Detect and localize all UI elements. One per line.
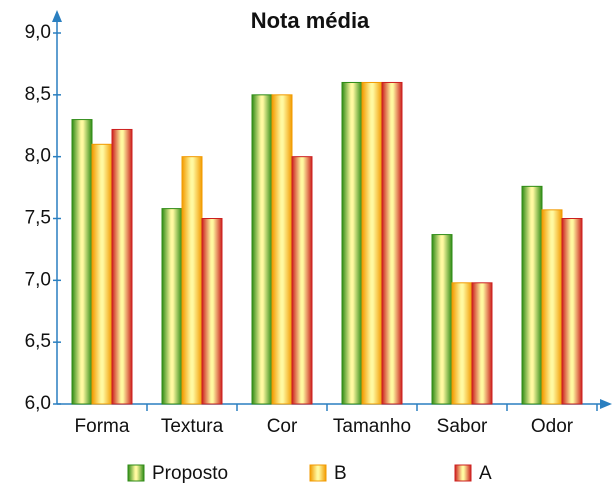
legend-swatch	[309, 464, 327, 482]
bar	[341, 81, 363, 405]
legend-label: A	[479, 463, 492, 484]
x-tick-label: Cor	[267, 416, 298, 437]
bar	[91, 143, 113, 405]
bar	[291, 156, 313, 405]
y-tick-label: 6,0	[25, 393, 51, 414]
y-tick-label: 7,5	[25, 208, 51, 229]
y-tick-label: 8,5	[25, 84, 51, 105]
bar	[471, 282, 493, 405]
x-axis-arrow	[600, 399, 612, 409]
bar	[451, 282, 473, 405]
bar	[541, 209, 563, 405]
bar	[251, 94, 273, 405]
x-tick-label: Odor	[531, 416, 574, 437]
bar	[181, 156, 203, 405]
bar	[361, 81, 383, 405]
bar	[111, 128, 133, 405]
legend-swatch	[454, 464, 472, 482]
bar	[521, 185, 543, 405]
x-tick-label: Sabor	[437, 416, 488, 437]
y-tick-label: 8,0	[25, 146, 51, 167]
bar	[381, 81, 403, 405]
bar	[431, 234, 453, 405]
y-axis-arrow	[52, 10, 62, 22]
bar	[271, 94, 293, 405]
legend-label: Proposto	[152, 463, 228, 484]
y-tick-label: 9,0	[25, 22, 51, 43]
y-tick-label: 7,0	[25, 269, 51, 290]
x-tick-label: Forma	[75, 416, 130, 437]
bar	[201, 218, 223, 405]
y-tick-label: 6,5	[25, 331, 51, 352]
x-tick-label: Textura	[161, 416, 224, 437]
bar	[71, 119, 93, 405]
bar	[161, 208, 183, 405]
legend-label: B	[334, 463, 347, 484]
bar	[561, 218, 583, 405]
legend-swatch	[127, 464, 145, 482]
chart-title: Nota média	[251, 8, 370, 33]
x-tick-label: Tamanho	[333, 416, 411, 437]
